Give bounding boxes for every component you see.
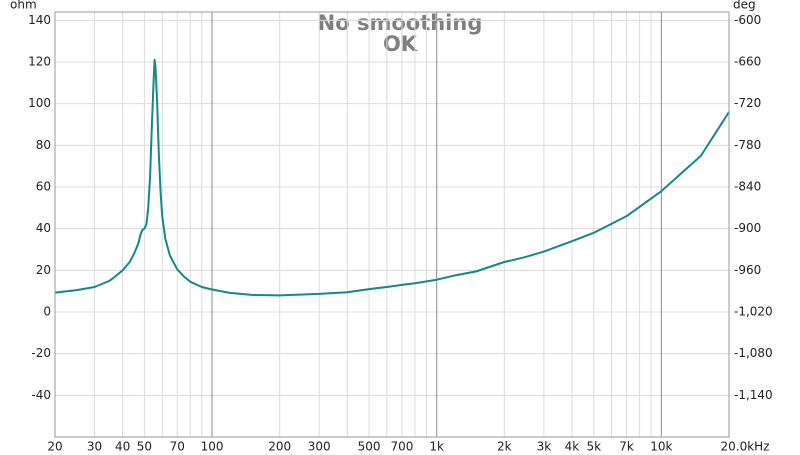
y-tick-label: 60 (36, 180, 51, 194)
x-tick-label: 20 (47, 440, 62, 454)
y-tick-label: 20 (36, 263, 51, 277)
plot-border (54, 11, 730, 438)
x-tick-label: 70 (170, 440, 185, 454)
plot-area (54, 11, 730, 438)
x-tick-label: 1k (429, 440, 444, 454)
y2-tick-label: -900 (734, 221, 761, 235)
x-tick-label: 3k (537, 440, 552, 454)
y-tick-label: -40 (31, 388, 51, 402)
y2-tick-label: -720 (734, 96, 761, 110)
x-tick-label: 700 (390, 440, 413, 454)
x-tick-label: 20.0kHz (721, 440, 770, 454)
y2-tick-label: -1,080 (734, 346, 773, 360)
x-tick-label: 500 (358, 440, 381, 454)
chart-title: No smoothing (318, 11, 483, 35)
y2-axis-label: deg (733, 0, 756, 12)
chart-subtitle: OK (383, 32, 418, 56)
y2-tick-label: -1,020 (734, 305, 773, 319)
x-tick-label: 10k (650, 440, 672, 454)
x-tick-label: 2k (497, 440, 512, 454)
y2-tick-label: -780 (734, 138, 761, 152)
y-tick-label: 80 (36, 138, 51, 152)
x-tick-label: 50 (137, 440, 152, 454)
y2-tick-label: -840 (734, 180, 761, 194)
y-tick-label: 40 (36, 221, 51, 235)
x-tick-label: 7k (619, 440, 634, 454)
y-tick-label: 100 (28, 96, 51, 110)
y-tick-label: 140 (28, 13, 51, 27)
x-tick-label: 4k (565, 440, 580, 454)
y2-tick-label: -1,140 (734, 388, 773, 402)
x-tick-label: 5k (586, 440, 601, 454)
y2-tick-label: -960 (734, 263, 761, 277)
y-tick-label: -20 (31, 346, 51, 360)
y-tick-label: 0 (43, 305, 51, 319)
y2-tick-label: -660 (734, 55, 761, 69)
x-tick-label: 40 (115, 440, 130, 454)
y-tick-label: 120 (28, 55, 51, 69)
x-tick-label: 100 (201, 440, 224, 454)
impedance-line (54, 58, 730, 297)
y-axis-label: ohm (10, 0, 37, 12)
x-tick-label: 300 (308, 440, 331, 454)
y2-tick-label: -600 (734, 13, 761, 27)
x-tick-label: 200 (268, 440, 291, 454)
x-tick-label: 30 (87, 440, 102, 454)
